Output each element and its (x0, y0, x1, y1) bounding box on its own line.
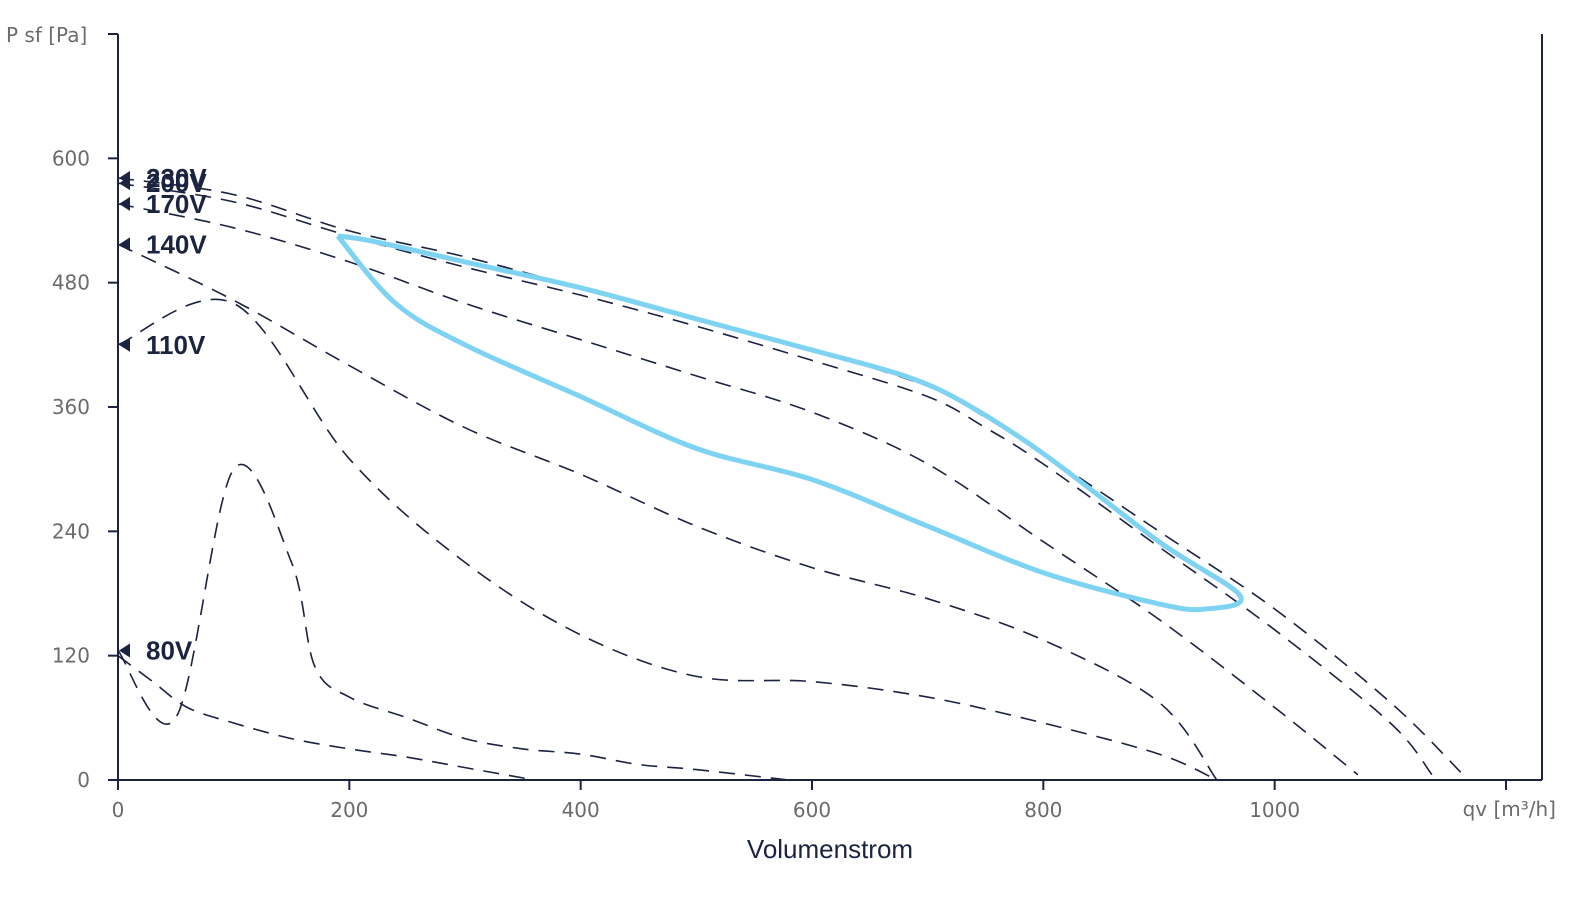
curve-label-80v: 80V (146, 635, 193, 665)
x-tick-label: 800 (1024, 798, 1062, 822)
curve-marker-icon (119, 196, 130, 211)
curve-label-110v: 110V (146, 330, 206, 360)
curve-label-200v: 200V (146, 168, 207, 198)
voltage-curve-80v (117, 463, 789, 781)
voltage-curve-min (117, 655, 535, 781)
x-axis-unit-label: qv [m³/h] (1463, 797, 1556, 821)
curve-marker-icon (119, 176, 130, 191)
y-tick-label: 240 (52, 519, 90, 543)
voltage-curve-170v (117, 203, 1359, 776)
voltage-curve-140v (117, 243, 1218, 781)
y-axis-unit-label: P sf [Pa] (6, 23, 87, 47)
voltage-curve-230v (117, 177, 1464, 776)
voltage-curve-110v (117, 298, 1218, 781)
voltage-curves (117, 177, 1464, 781)
curve-marker-icon (119, 237, 130, 252)
y-tick-label: 0 (77, 768, 90, 792)
axes (117, 34, 1543, 781)
x-tick-label: 200 (330, 798, 368, 822)
curve-marker-icon (119, 643, 130, 658)
curve-marker-icon (119, 337, 130, 352)
x-tick-label: 600 (793, 798, 831, 822)
operating-envelope (335, 233, 1244, 613)
operating-range-outline (335, 233, 1244, 613)
x-tick-label: 0 (112, 798, 125, 822)
axis-ticks: 0 120 240 360 480 600 0 200 400 600 800 1000 (52, 33, 1507, 822)
curve-label-230v: 230V (146, 163, 207, 193)
x-tick-label: 1000 (1249, 798, 1300, 822)
y-tick-label: 120 (52, 644, 90, 668)
y-tick-label: 480 (52, 271, 90, 295)
voltage-curve-200v (117, 182, 1433, 776)
x-axis-title: Volumenstrom (747, 834, 913, 864)
x-tick-label: 400 (562, 798, 600, 822)
y-tick-label: 600 (52, 146, 90, 170)
curve-label-140v: 140V (146, 229, 207, 259)
curve-label-170v: 170V (146, 189, 207, 219)
y-tick-label: 360 (52, 395, 90, 419)
